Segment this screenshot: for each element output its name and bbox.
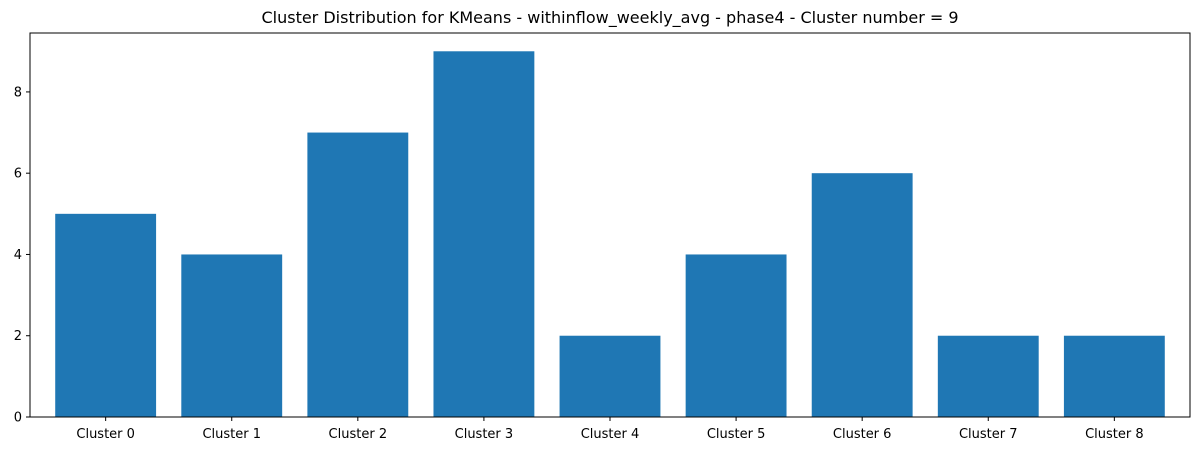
x-tick-label: Cluster 8 xyxy=(1085,427,1144,442)
x-tick-label: Cluster 5 xyxy=(707,427,766,442)
bar-3 xyxy=(433,51,535,418)
x-tick-label: Cluster 2 xyxy=(329,427,388,442)
plot-frame xyxy=(29,32,1191,418)
y-tick-label: 0 xyxy=(14,411,22,426)
bar-4 xyxy=(559,335,661,417)
y-tick-label: 2 xyxy=(14,329,22,344)
bar-7 xyxy=(937,335,1039,417)
x-tick-label: Cluster 4 xyxy=(581,427,640,442)
bar-6 xyxy=(811,173,913,417)
bars-group xyxy=(55,51,1165,418)
y-tick-label: 4 xyxy=(14,248,22,263)
x-tick-label: Cluster 6 xyxy=(833,427,892,442)
bar-1 xyxy=(181,254,283,417)
y-axis: 0 2 4 6 8 xyxy=(14,85,30,426)
x-tick-label: Cluster 0 xyxy=(76,427,135,442)
x-tick-label: Cluster 7 xyxy=(959,427,1018,442)
y-tick-label: 6 xyxy=(14,167,22,182)
bar-5 xyxy=(685,254,787,417)
y-tick-label: 8 xyxy=(14,85,22,100)
chart-title: Cluster Distribution for KMeans - within… xyxy=(261,8,958,28)
x-tick-label: Cluster 3 xyxy=(455,427,514,442)
bar-2 xyxy=(307,132,409,418)
x-tick-label: Cluster 1 xyxy=(202,427,261,442)
x-axis: Cluster 0 Cluster 1 Cluster 2 Cluster 3 Clus… xyxy=(76,417,1144,442)
bar-8 xyxy=(1063,335,1165,417)
bar-0 xyxy=(55,213,157,417)
